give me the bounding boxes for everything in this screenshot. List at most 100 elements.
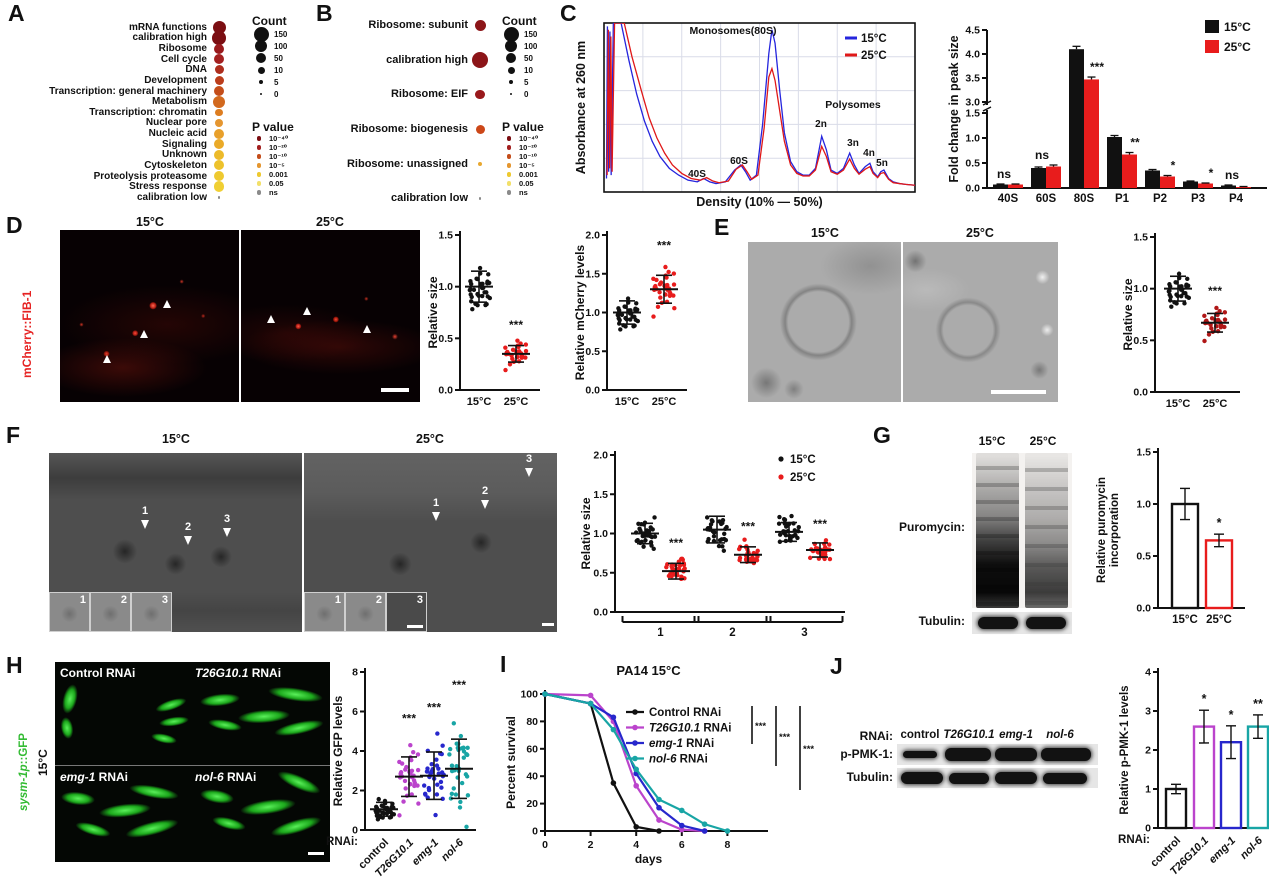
- svg-text:15°C: 15°C: [790, 454, 816, 466]
- pathway-label: Nucleic acid: [148, 128, 207, 140]
- count-legend-item: 100: [252, 39, 287, 53]
- arrow-number: 2: [185, 521, 192, 533]
- pathway-label: calibration low: [390, 192, 468, 205]
- inset-number: 1: [79, 594, 86, 606]
- panel-e-title-25c: 25°C: [966, 226, 994, 240]
- dic-worm-image-15c: 1 2 3 1 2 3: [49, 453, 302, 632]
- inset-box: 1: [304, 592, 345, 632]
- pathway-dot: [474, 19, 486, 31]
- svg-text:1: 1: [657, 627, 664, 639]
- blot-band: [978, 617, 1018, 629]
- blot-band: [901, 772, 943, 784]
- svg-text:Percent survival: Percent survival: [504, 716, 518, 809]
- pathway-label: Ribosome: [158, 43, 207, 55]
- pathway-row: Proteolysis proteasome: [0, 171, 231, 182]
- svg-text:4n: 4n: [863, 148, 875, 159]
- arrow-down-icon: [432, 512, 440, 521]
- svg-text:4: 4: [1145, 667, 1151, 679]
- svg-text:2n: 2n: [815, 119, 827, 130]
- rnai-quadrant-label: Control RNAi: [60, 666, 136, 680]
- legend-title: Count: [252, 14, 287, 28]
- count-legend-item: 5: [252, 76, 287, 88]
- panel-b-letter: B: [316, 0, 333, 26]
- scale-bar: [407, 625, 423, 628]
- pathway-row: Metabolism: [0, 95, 231, 108]
- inset-number: 1: [334, 594, 341, 606]
- svg-text:1.0: 1.0: [585, 307, 600, 319]
- svg-text:Density (10% — 50%): Density (10% — 50%): [696, 195, 822, 209]
- pathway-label: Cytoskeleton: [144, 159, 207, 171]
- pathway-dot: [478, 197, 482, 200]
- svg-text:*: *: [1217, 516, 1222, 530]
- panel-d-letter: D: [6, 212, 23, 238]
- svg-text:8: 8: [352, 667, 358, 679]
- svg-text:RNAi:: RNAi:: [1118, 834, 1150, 846]
- inset-box: 2: [345, 592, 386, 632]
- inset-number: 2: [375, 594, 382, 606]
- pathway-dot: [214, 160, 224, 171]
- svg-text:25°C: 25°C: [504, 396, 529, 408]
- pathway-dot: [215, 118, 223, 127]
- arrowhead-icon: [140, 330, 148, 338]
- svg-text:0.0: 0.0: [585, 385, 600, 397]
- puromycin-label: Puromycin:: [898, 520, 965, 534]
- svg-text:4: 4: [352, 746, 358, 758]
- pathway-label: Ribosome: biogenesis: [350, 123, 468, 136]
- panel-h-temp-label: 15°C: [36, 749, 50, 776]
- gfp-image-t26g10: [190, 662, 330, 766]
- pathway-label: Ribosome: unassigned: [346, 157, 468, 170]
- svg-text:0.5: 0.5: [593, 567, 608, 579]
- pvalue-legend-item: ns: [502, 188, 544, 197]
- svg-text:15°C: 15°C: [861, 33, 887, 45]
- blot-lane-label: control: [900, 729, 940, 741]
- blot-band: [903, 751, 937, 758]
- pathway-dot: [214, 75, 224, 85]
- pathway-dot: [214, 86, 224, 97]
- svg-text:0: 0: [1145, 823, 1151, 835]
- svg-text:***: ***: [427, 700, 441, 714]
- relative-size-scatter-f: 0.0 0.5 1.0 1.5 2.0 Relative size *** 1 *** 2 *** 3…: [579, 450, 845, 639]
- pathway-label: Ribosome: EIF: [390, 88, 468, 101]
- svg-text:P3: P3: [1191, 193, 1205, 205]
- svg-text:1.5: 1.5: [593, 489, 608, 501]
- svg-text:25°C: 25°C: [652, 396, 677, 408]
- svg-text:100: 100: [520, 689, 538, 701]
- svg-text:RNAi:: RNAi:: [326, 836, 358, 848]
- svg-text:Control RNAi: Control RNAi: [649, 707, 721, 719]
- pathway-dot: [214, 128, 224, 139]
- blot-band: [945, 748, 991, 761]
- pathway-label: calibration low: [136, 191, 207, 203]
- svg-text:***: ***: [1208, 284, 1222, 298]
- pathway-dot: [214, 139, 224, 150]
- count-legend-item: 150: [252, 26, 287, 42]
- pathway-row: Ribosome: EIF: [318, 77, 492, 112]
- relative-size-scatter-d: 0.0 0.5 1.0 1.5 Relative size 15°C *** 25°C: [426, 230, 540, 408]
- svg-text:2.0: 2.0: [593, 450, 608, 462]
- pathway-row: calibration low: [0, 192, 231, 203]
- dic-image-15c: [748, 242, 901, 402]
- pathway-row: Ribosome: subunit: [318, 8, 492, 43]
- pathway-label: Stress response: [129, 181, 207, 193]
- scale-bar: [991, 390, 1046, 394]
- panel-j-letter: J: [830, 653, 843, 679]
- pathway-dot: [217, 196, 221, 199]
- inset-number: 3: [161, 594, 168, 606]
- svg-text:control: control: [356, 837, 391, 872]
- svg-text:0.0: 0.0: [1136, 603, 1151, 615]
- panel-c-letter: C: [560, 0, 577, 26]
- svg-text:60S: 60S: [730, 156, 748, 167]
- svg-text:**: **: [1130, 136, 1140, 150]
- blot-band: [949, 773, 989, 784]
- svg-text:Polysomes: Polysomes: [825, 99, 881, 111]
- svg-text:**: **: [1253, 697, 1263, 711]
- pathway-label: mRNA functions: [129, 21, 207, 33]
- svg-text:4.5: 4.5: [965, 25, 980, 37]
- rnai-quadrant-label: nol-6 RNAi: [195, 770, 257, 784]
- gfp-image-control: [55, 662, 191, 766]
- arrowhead-icon: [267, 315, 275, 323]
- svg-text:40S: 40S: [998, 193, 1019, 205]
- pathway-row: Unknown: [0, 149, 231, 160]
- svg-text:1.5: 1.5: [438, 230, 453, 242]
- pathway-row: calibration high: [318, 43, 492, 78]
